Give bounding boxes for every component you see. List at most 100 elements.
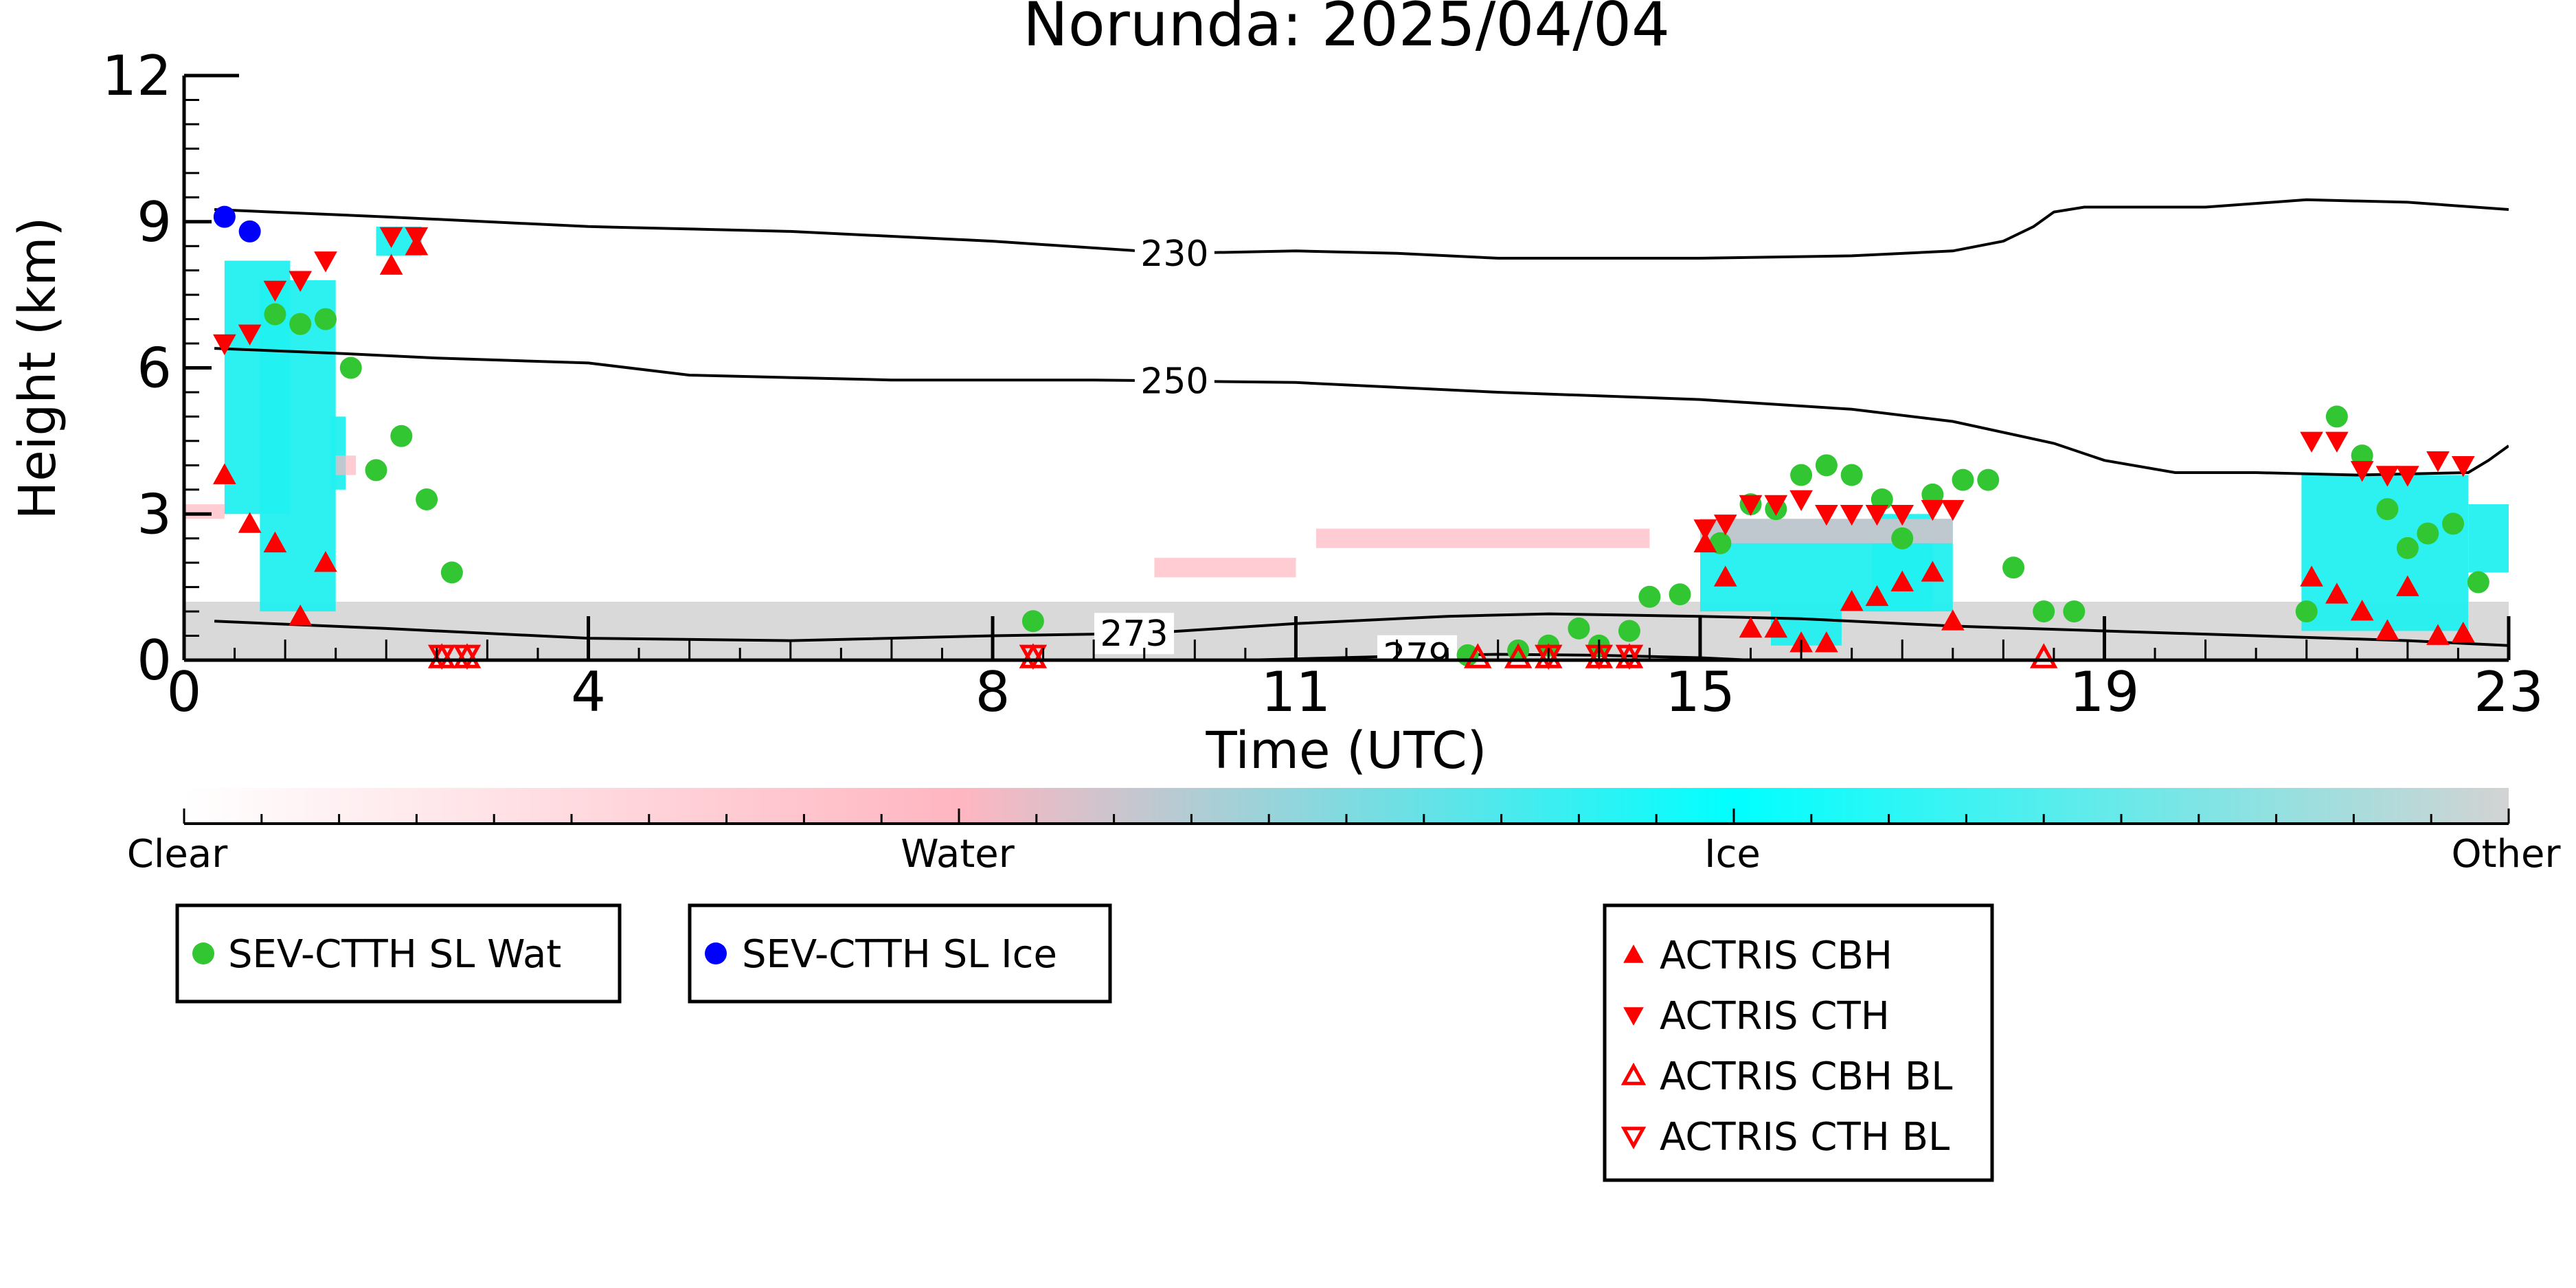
data-point-circle — [213, 205, 236, 228]
data-point-triangle — [405, 227, 429, 249]
x-tick-label: 8 — [975, 660, 1010, 724]
data-point-triangle — [2350, 461, 2374, 482]
data-point-circle — [416, 488, 438, 510]
data-point-circle — [1638, 585, 1661, 608]
data-point-triangle — [1815, 504, 1838, 526]
data-point-triangle — [1890, 570, 1914, 591]
data-point-triangle — [2375, 619, 2399, 640]
temperature-contours: 230 250 273 279 — [214, 198, 2509, 677]
ice-cloud-region — [330, 416, 346, 490]
water-cloud-region — [1315, 528, 1650, 548]
data-point-circle — [2002, 556, 2025, 579]
plot-axes — [182, 74, 2509, 662]
x-tick-label: 15 — [1665, 660, 1735, 724]
data-point-triangle — [314, 551, 337, 572]
data-point-circle — [2325, 405, 2348, 428]
colorbar-label-other: Other — [2451, 832, 2561, 877]
data-point-triangle — [289, 605, 313, 626]
data-point-circle — [2467, 571, 2489, 594]
data-point-circle — [1790, 464, 1813, 486]
data-point-triangle — [1921, 561, 1945, 582]
contour-label-bg — [1134, 232, 1214, 274]
contour-line-230 — [214, 198, 2509, 260]
data-point-circle — [1977, 468, 2000, 491]
contour-label-250: 250 — [1140, 361, 1208, 403]
x-axis-label: Time (UTC) — [1205, 721, 1487, 780]
legend-actris-rows: ACTRIS CBH ACTRIS CTH ACTRIS CBH BL ACTRIS … — [1620, 934, 1952, 1160]
data-point-circle — [365, 459, 387, 482]
data-point-triangle — [1504, 643, 1533, 668]
data-point-circle — [2063, 600, 2086, 623]
data-point-triangle — [263, 531, 287, 553]
contour-line-273 — [214, 612, 2509, 647]
data-point-circle — [1709, 532, 1732, 554]
data-point-triangle — [1840, 589, 1864, 611]
x-tick-label: 4 — [571, 660, 606, 724]
colorbar-label-ice: Ice — [1704, 832, 1761, 877]
ice-cloud-region — [2301, 475, 2469, 631]
data-point-circle — [289, 313, 312, 335]
legend-sev-ice: SEV-CTTH SL Ice — [688, 903, 1112, 1004]
data-point-triangle — [1739, 616, 1763, 638]
data-point-circle — [2396, 536, 2419, 559]
data-point-triangle — [1713, 515, 1737, 536]
y-tick-label: 3 — [137, 482, 172, 546]
data-point-triangle — [213, 463, 236, 484]
contour-line-250 — [214, 347, 2509, 477]
legend-box-sev-ice — [688, 903, 1112, 1004]
data-point-circle — [2033, 600, 2055, 623]
data-point-triangle — [2375, 466, 2399, 487]
data-point-triangle — [238, 324, 262, 346]
data-point-triangle — [1921, 499, 1945, 521]
data-point-triangle — [263, 280, 287, 302]
water-cloud-region — [184, 504, 225, 519]
colorbar-label-water: Water — [901, 832, 1015, 877]
legend-triangle-icon — [1620, 1127, 1647, 1150]
legend-label-actris: ACTRIS CTH BL — [1660, 1115, 1950, 1160]
contour-label-bg — [1094, 613, 1175, 655]
data-point-triangle — [1019, 644, 1048, 670]
data-point-circle — [390, 425, 413, 447]
data-point-circle — [2376, 498, 2399, 521]
data-point-circle — [339, 357, 362, 379]
data-point-circle — [1618, 620, 1640, 642]
data-point-triangle — [1890, 504, 1914, 526]
data-point-circle — [2442, 512, 2465, 535]
data-point-triangle — [379, 227, 403, 249]
x-tick-label: 0 — [167, 660, 202, 724]
water-cloud-region — [335, 455, 357, 475]
legend-label-actris: ACTRIS CBH — [1660, 934, 1893, 978]
data-point-triangle — [1840, 504, 1864, 526]
chart-title: Norunda: 2025/04/04 — [1023, 0, 1670, 60]
data-point-circle — [1840, 464, 1863, 486]
contour-label-230: 230 — [1140, 234, 1208, 275]
data-point-triangle — [1764, 495, 1788, 517]
legend-label-sev-ice: SEV-CTTH SL Ice — [742, 932, 1057, 977]
data-point-circle — [1568, 617, 1590, 640]
legend-triangle-icon — [1623, 944, 1644, 963]
data-point-triangle — [1464, 643, 1492, 668]
y-axis-label: Height (km) — [8, 217, 67, 520]
data-point-triangle — [2029, 643, 2058, 668]
x-tick-label: 23 — [2474, 660, 2544, 724]
data-point-circle — [2295, 600, 2318, 623]
data-point-triangle — [1815, 631, 1838, 653]
ice-cloud-region — [2468, 504, 2509, 573]
y-tick-label: 9 — [137, 190, 172, 254]
data-point-triangle — [2396, 575, 2419, 596]
data-point-triangle — [1941, 609, 1965, 631]
data-point-triangle — [2300, 565, 2323, 587]
water-cloud-region — [1154, 558, 1296, 578]
y-tick-label: 12 — [102, 44, 172, 108]
data-point-triangle — [2350, 600, 2374, 621]
data-point-triangle — [2451, 621, 2475, 643]
data-point-triangle — [1693, 519, 1717, 541]
contour-label-279: 279 — [1383, 636, 1451, 677]
legend-label-sev-wat: SEV-CTTH SL Wat — [228, 932, 561, 977]
legend-label-actris: ACTRIS CBH BL — [1660, 1054, 1952, 1099]
legend-triangle-icon — [1623, 1007, 1644, 1026]
data-point-triangle — [1865, 585, 1889, 607]
data-point-triangle — [1693, 531, 1717, 553]
colorbar-label-clear: Clear — [127, 832, 228, 877]
